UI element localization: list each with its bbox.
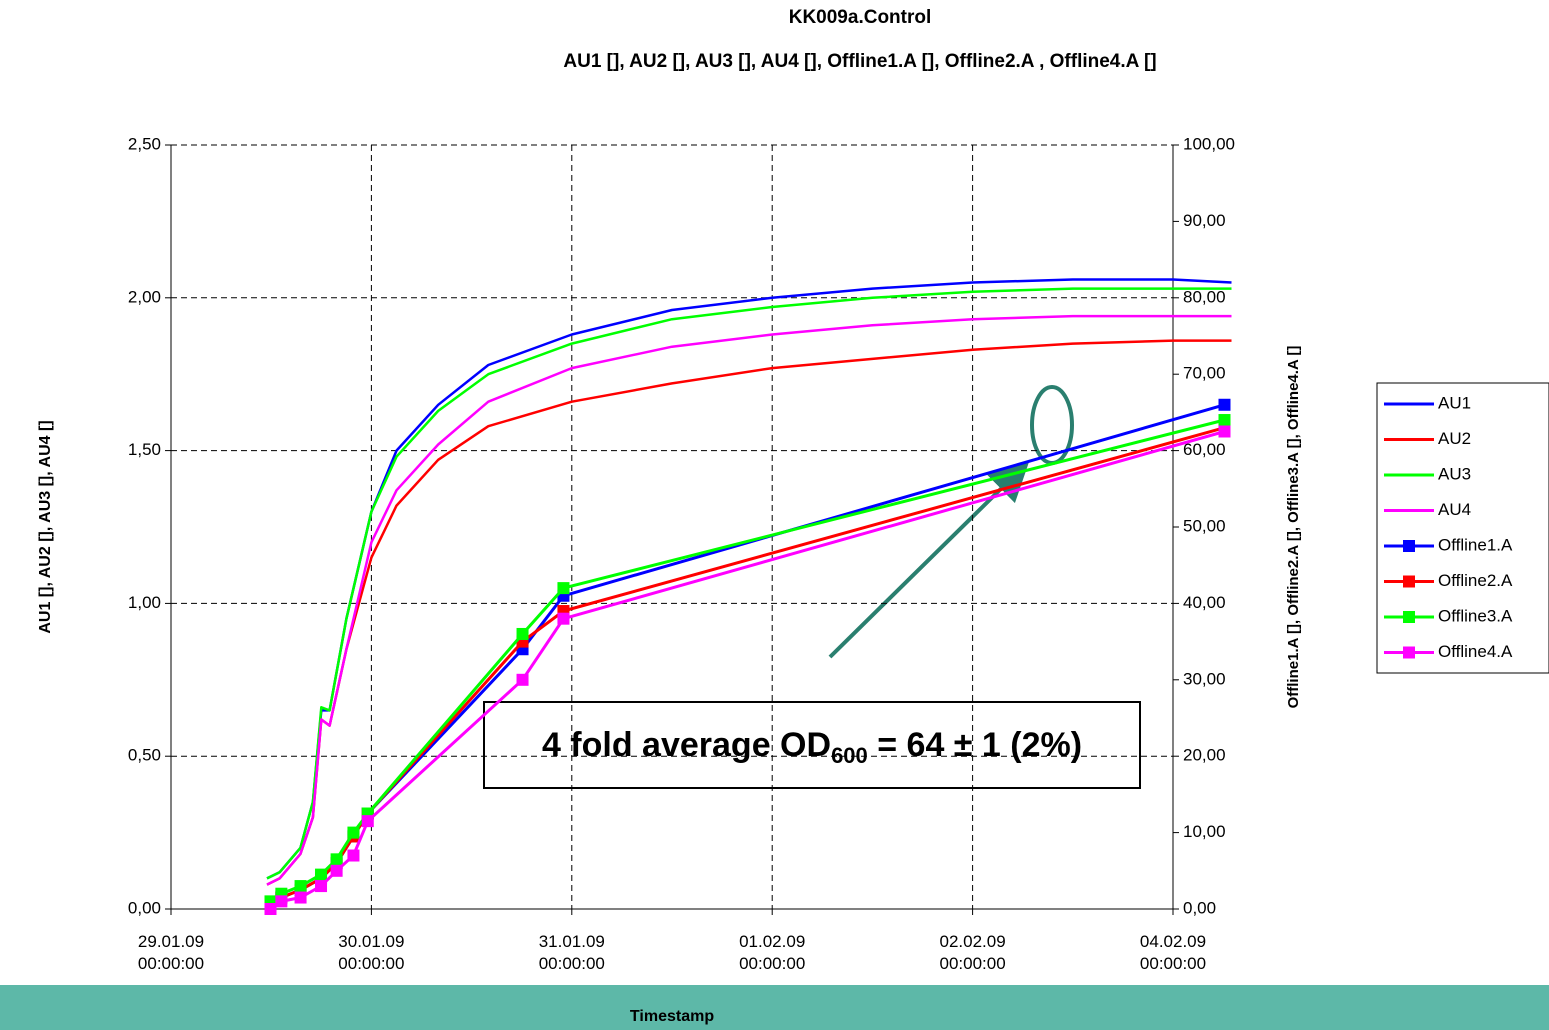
legend-label: Offline2.A: [1438, 571, 1513, 590]
data-point: [294, 880, 307, 893]
footer-banner: [0, 985, 1549, 1030]
data-point: [557, 612, 570, 625]
y-axis-label: AU1 [], AU2 [], AU3 [], AU4 []: [37, 420, 54, 633]
legend-label: AU1: [1438, 393, 1471, 412]
chart-title: KK009a.Control: [789, 7, 932, 28]
data-point: [275, 895, 288, 908]
legend-label: AU3: [1438, 464, 1471, 483]
y2-tick-label: 60,00: [1183, 440, 1226, 459]
y-tick-label: 2,50: [128, 134, 161, 153]
annotation-text: 4 fold average OD: [542, 726, 831, 764]
y2-tick-label: 10,00: [1183, 822, 1226, 841]
annotation-suffix: = 64 ± 1 (2%): [868, 726, 1082, 764]
y2-tick-label: 30,00: [1183, 669, 1226, 688]
data-point: [361, 815, 374, 828]
data-point: [347, 826, 360, 839]
legend-marker: [1403, 646, 1415, 659]
x-tick-label: 31.01.09 00:00:00: [538, 932, 605, 973]
data-point: [1218, 398, 1231, 411]
data-point: [1218, 425, 1231, 438]
legend-marker: [1403, 540, 1415, 552]
legend-label: Offline4.A: [1438, 642, 1513, 661]
legend-marker: [1403, 611, 1415, 623]
legend: [1376, 382, 1549, 674]
y2-tick-label: 0,00: [1183, 898, 1216, 917]
offline-line: [269, 418, 1225, 903]
data-point: [294, 891, 307, 904]
annotation: 4 fold average OD600 = 64 ± 1 (2%): [542, 726, 1082, 768]
y-tick-label: 2,00: [128, 287, 161, 306]
y-tick-label: 1,50: [128, 440, 161, 459]
y2-tick-label: 80,00: [1183, 287, 1226, 306]
y2-tick-label: 90,00: [1183, 211, 1226, 230]
legend-label: AU4: [1438, 500, 1471, 519]
au-line: [266, 339, 1232, 886]
arrow: [828, 460, 1030, 659]
data-point: [264, 903, 277, 915]
data-point: [330, 853, 343, 866]
y2-tick-label: 70,00: [1183, 364, 1226, 383]
data-point: [516, 673, 529, 686]
au-line: [266, 287, 1232, 880]
data-point: [1218, 414, 1231, 427]
data-point: [557, 582, 570, 595]
y-tick-label: 0,50: [128, 746, 161, 765]
y-tick-label: 1,00: [128, 593, 161, 612]
legend-label: Offline1.A: [1438, 535, 1513, 554]
data-point: [347, 849, 360, 862]
legend-label: AU2: [1438, 429, 1471, 448]
x-tick-label: 30.01.09 00:00:00: [338, 932, 405, 973]
offline-line: [269, 430, 1225, 911]
offline-line: [269, 403, 1225, 907]
y2-tick-label: 20,00: [1183, 746, 1226, 765]
y2-tick-label: 50,00: [1183, 516, 1226, 535]
data-point: [315, 868, 328, 881]
data-point: [330, 864, 343, 877]
plot-area: [171, 145, 1173, 909]
legend-marker: [1403, 575, 1415, 588]
y-tick-label: 0,00: [128, 898, 161, 917]
data-point: [315, 880, 328, 893]
x-tick-label: 02.02.09 00:00:00: [939, 932, 1006, 973]
x-tick-label: 01.02.09 00:00:00: [739, 932, 806, 973]
data-point: [516, 627, 529, 640]
au-line: [266, 314, 1232, 886]
annotation-subscript: 600: [831, 743, 868, 768]
y2-axis-label: Offline1.A [], Offline2.A [], Offline3.A…: [1285, 346, 1302, 709]
annotation-box: [483, 701, 1141, 789]
offline-line: [269, 426, 1225, 907]
x-tick-label: 29.01.09 00:00:00: [137, 932, 205, 973]
legend-label: Offline3.A: [1438, 606, 1513, 625]
x-axis-label: Timestamp: [630, 1008, 714, 1025]
x-tick-label: 04.02.09 00:00:00: [1139, 932, 1207, 973]
chart-subtitle: AU1 [], AU2 [], AU3 [], AU4 [], Offline1…: [563, 51, 1156, 72]
y2-tick-label: 40,00: [1183, 593, 1226, 612]
y2-tick-label: 100,00: [1183, 134, 1235, 153]
